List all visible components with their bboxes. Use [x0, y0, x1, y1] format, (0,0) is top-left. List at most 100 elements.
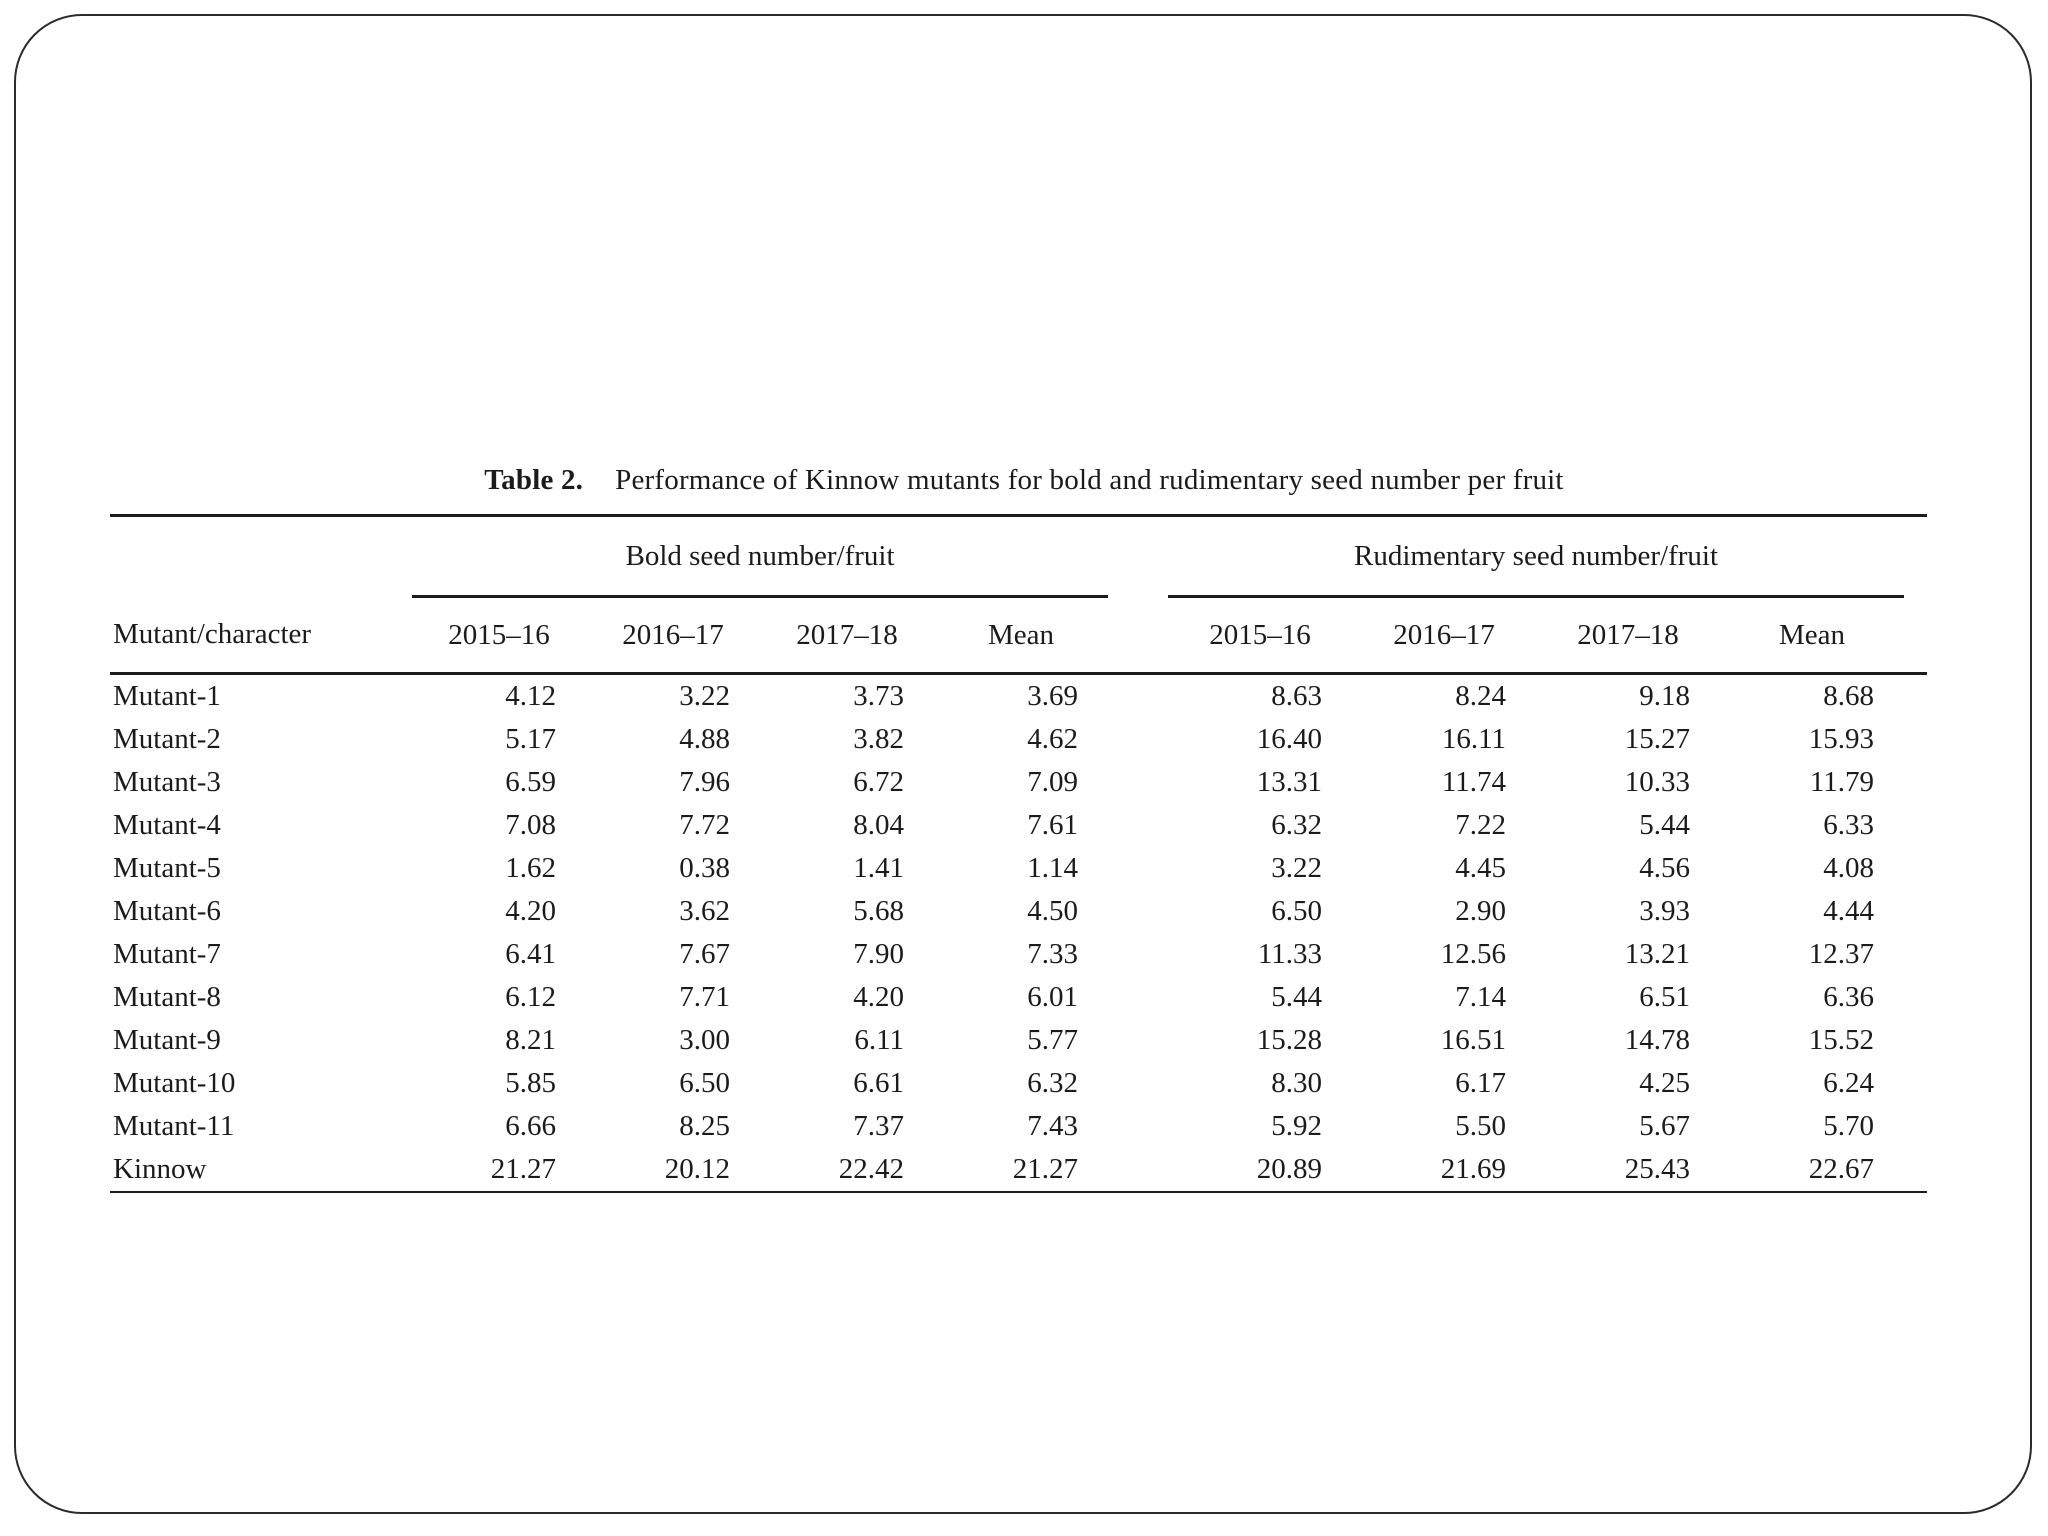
- cell-bold-value: 6.12: [505, 981, 556, 1013]
- cell-bold-value: 6.72: [853, 766, 904, 798]
- cell-rudimentary-value: 20.89: [1168, 1148, 1353, 1193]
- cell-bold-value: 6.41: [505, 938, 556, 970]
- cell-bold-value: 4.20: [505, 895, 556, 927]
- cell-bold-value: 7.37: [853, 1110, 904, 1142]
- cell-rudimentary-value: 14.78: [1624, 1024, 1691, 1056]
- column-header-bold-2015-16: 2015–16: [412, 596, 586, 675]
- cell-rudimentary-value: 6.32: [1271, 809, 1323, 841]
- row-pad-cell: [1904, 761, 1927, 804]
- cell-rudimentary-value: 15.52: [1808, 1024, 1875, 1056]
- cell-rudimentary-value: 6.50: [1271, 895, 1323, 927]
- cell-rudimentary-value: 12.56: [1440, 938, 1507, 970]
- cell-rudimentary-value: 5.92: [1271, 1110, 1323, 1142]
- cell-rudimentary-value: 10.33: [1624, 766, 1691, 798]
- cell-bold-value: 1.41: [853, 852, 904, 884]
- cell-rudimentary-value: 4.44: [1823, 895, 1875, 927]
- cell-bold-value: 6.11: [854, 1024, 904, 1056]
- cell-rudimentary-value: 11.33: [1257, 938, 1323, 970]
- column-header-rudimentary-2015-16: 2015–16: [1168, 596, 1353, 675]
- cell-rudimentary-value: 5.50: [1455, 1110, 1507, 1142]
- column-header-mutant-character: Mutant/character: [110, 596, 412, 675]
- cell-bold-value: 7.71: [679, 981, 730, 1013]
- cell-bold-value: 8.04: [853, 809, 904, 841]
- group-header-spacer-right: [1904, 514, 1928, 597]
- table-row: Mutant-5 1.62 0.38 1.41 1.14 3.22 4.45 4.56 4.08: [110, 847, 1927, 890]
- column-header-bold-mean: Mean: [934, 596, 1109, 675]
- cell-bold-value: 6.50: [679, 1067, 730, 1099]
- cell-bold-value: 21.27: [412, 1148, 586, 1193]
- table-caption: Table 2. Performance of Kinnow mutants fo…: [0, 464, 2048, 497]
- cell-rudimentary-value: 15.28: [1256, 1024, 1323, 1056]
- cell-rudimentary-value: 9.18: [1639, 680, 1691, 712]
- cell-bold-value: 8.25: [679, 1110, 730, 1142]
- cell-rudimentary-value: 4.25: [1639, 1067, 1691, 1099]
- row-label: Kinnow: [110, 1148, 412, 1193]
- cell-rudimentary-value: 15.27: [1624, 723, 1691, 755]
- cell-rudimentary-value: 12.37: [1808, 938, 1875, 970]
- row-pad-cell: [1904, 933, 1927, 976]
- row-pad-cell: [1904, 1019, 1927, 1062]
- cell-bold-value: 6.66: [505, 1110, 556, 1142]
- cell-bold-value: 5.77: [1027, 1024, 1079, 1056]
- row-label: Mutant-7: [113, 938, 221, 970]
- row-pad-cell: [1904, 1148, 1928, 1193]
- cell-rudimentary-value: 16.11: [1441, 723, 1507, 755]
- cell-bold-value: 3.69: [1027, 680, 1079, 712]
- row-label: Mutant-3: [113, 766, 221, 798]
- cell-bold-value: 5.17: [505, 723, 556, 755]
- row-gap-cell: [1108, 1105, 1168, 1148]
- column-header-row: Mutant/character 2015–16 2016–17 2017–18…: [110, 596, 1928, 675]
- column-header-bold-2016-17: 2016–17: [586, 596, 760, 675]
- data-table: Bold seed number/fruit Rudimentary seed …: [110, 514, 1928, 1193]
- row-label: Mutant-11: [113, 1110, 235, 1142]
- table-row: Mutant-1 4.12 3.22 3.73 3.69 8.63 8.24 9.18 8.68: [110, 674, 1927, 719]
- row-label: Mutant-5: [113, 852, 221, 884]
- cell-bold-value: 4.20: [853, 981, 904, 1013]
- page-border-frame: [14, 14, 2032, 1514]
- cell-bold-value: 7.08: [505, 809, 556, 841]
- table-row: Mutant-2 5.17 4.88 3.82 4.62 16.40 16.11 15.27 1…: [110, 718, 1927, 761]
- table-row: Mutant-9 8.21 3.00 6.11 5.77 15.28 16.51 14.78 1…: [110, 1019, 1927, 1062]
- cell-bold-value: 22.42: [760, 1148, 934, 1193]
- cell-rudimentary-value: 8.63: [1271, 680, 1323, 712]
- cell-rudimentary-value: 6.24: [1823, 1067, 1875, 1099]
- cell-bold-value: 5.85: [505, 1067, 556, 1099]
- group-header-rudimentary-seed: Rudimentary seed number/fruit: [1168, 514, 1905, 598]
- cell-rudimentary-value: 13.21: [1624, 938, 1691, 970]
- row-gap-cell: [1108, 761, 1168, 804]
- column-header-rudimentary-2017-18: 2017–18: [1536, 596, 1721, 675]
- cell-rudimentary-value: 15.93: [1808, 723, 1875, 755]
- cell-rudimentary-value: 4.08: [1823, 852, 1875, 884]
- row-pad-cell: [1904, 1062, 1927, 1105]
- table-caption-text: Performance of Kinnow mutants for bold a…: [615, 464, 1564, 496]
- group-header-gap: [1108, 514, 1169, 597]
- cell-bold-value: 8.21: [505, 1024, 556, 1056]
- cell-bold-value: 4.62: [1027, 723, 1079, 755]
- cell-bold-value: 1.14: [1027, 852, 1079, 884]
- row-gap-cell: [1108, 804, 1168, 847]
- cell-rudimentary-value: 4.56: [1639, 852, 1691, 884]
- row-pad-cell: [1904, 1105, 1927, 1148]
- row-label: Mutant-6: [113, 895, 221, 927]
- table-row: Mutant-8 6.12 7.71 4.20 6.01 5.44 7.14 6.51 6.36: [110, 976, 1927, 1019]
- cell-bold-value: 3.22: [679, 680, 730, 712]
- column-header-gap: [1108, 596, 1169, 675]
- cell-bold-value: 7.72: [679, 809, 730, 841]
- group-header-row: Bold seed number/fruit Rudimentary seed …: [110, 514, 1928, 598]
- cell-rudimentary-value: 8.68: [1823, 680, 1875, 712]
- row-pad-cell: [1904, 847, 1927, 890]
- table-body: Mutant-1 4.12 3.22 3.73 3.69 8.63 8.24 9.18 8.68…: [110, 674, 1928, 1193]
- row-gap-cell: [1108, 674, 1168, 719]
- cell-rudimentary-value: 5.44: [1639, 809, 1691, 841]
- cell-bold-value: 1.62: [505, 852, 556, 884]
- row-pad-cell: [1904, 976, 1927, 1019]
- row-pad-cell: [1904, 890, 1927, 933]
- cell-bold-value: 3.62: [679, 895, 730, 927]
- cell-rudimentary-value: 5.70: [1823, 1110, 1875, 1142]
- table-header: Bold seed number/fruit Rudimentary seed …: [110, 514, 1928, 675]
- cell-rudimentary-value: 5.44: [1271, 981, 1323, 1013]
- cell-rudimentary-value: 11.79: [1809, 766, 1875, 798]
- row-label: Mutant-2: [113, 723, 221, 755]
- table-row: Mutant-10 5.85 6.50 6.61 6.32 8.30 6.17 4.25 6.2…: [110, 1062, 1927, 1105]
- cell-bold-value: 7.43: [1027, 1110, 1079, 1142]
